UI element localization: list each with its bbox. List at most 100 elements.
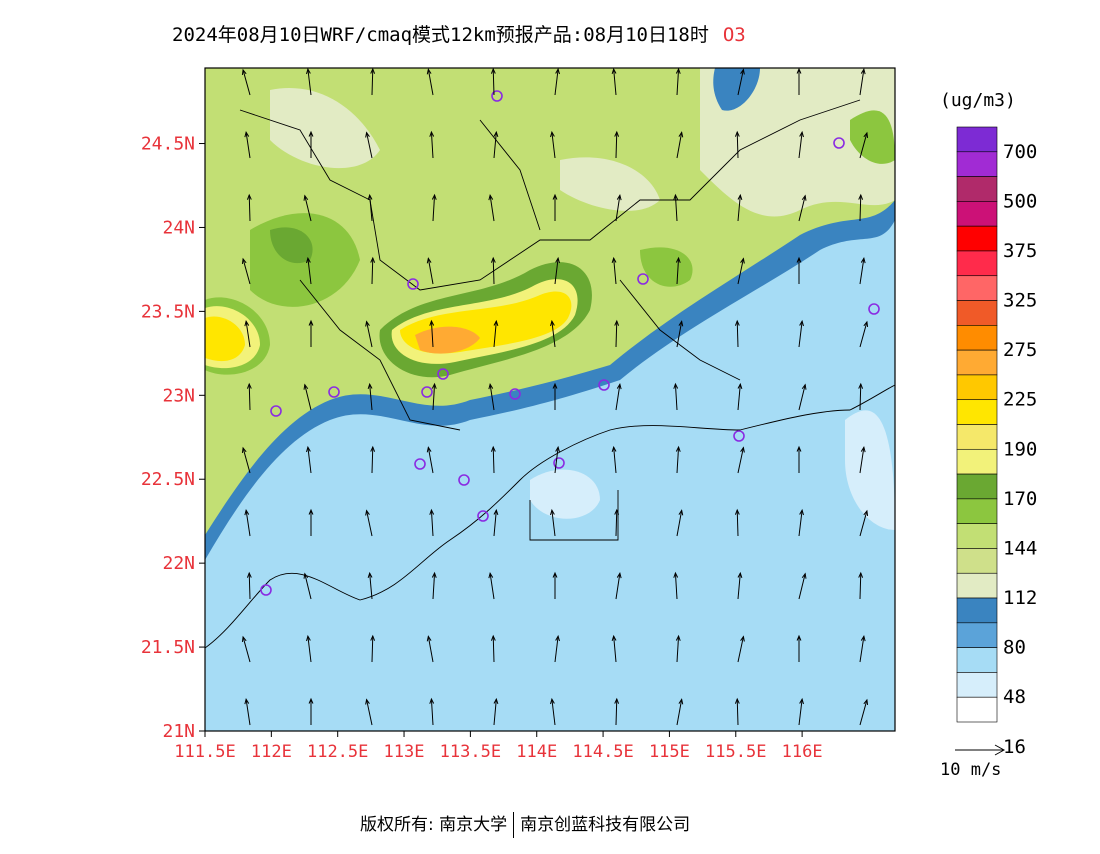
wind-arrow xyxy=(674,384,678,411)
wind-arrow-head xyxy=(796,445,802,452)
wind-arrow xyxy=(493,699,497,726)
latitude-axis: 24.5N 24N 23.5N 23N 22.5N 22N 21.5N 21N xyxy=(141,134,205,742)
wind-arrow xyxy=(242,447,251,474)
wind-arrow-head xyxy=(611,445,617,453)
wind-arrow-head xyxy=(611,67,617,75)
lon-tick-label: 112E xyxy=(251,742,292,762)
wind-arrow xyxy=(493,510,497,537)
wind-arrow-head xyxy=(799,697,804,705)
wind-arrow-head xyxy=(429,319,435,326)
wind-arrow xyxy=(427,636,434,663)
longitude-axis: 111.5E 112E 112.5E 113E 113.5E 114E 114.5E 115E… xyxy=(174,731,823,762)
station-marker xyxy=(437,368,449,380)
wind-arrow-head xyxy=(678,698,684,705)
colorbar-swatch xyxy=(956,622,998,648)
wind-arrow-head xyxy=(611,634,617,642)
wind-arrow xyxy=(242,69,251,96)
wind-arrow xyxy=(242,636,251,663)
wind-arrow-head xyxy=(550,697,555,705)
wind-arrow xyxy=(676,69,680,96)
station-marker xyxy=(833,137,845,149)
wind-arrow-head xyxy=(678,509,684,516)
wind-arrow-head xyxy=(614,508,620,515)
wind-reference-arrow xyxy=(955,744,1006,756)
wind-arrow xyxy=(369,384,373,411)
wind-arrow-head xyxy=(678,131,684,138)
wind-arrow-head xyxy=(614,130,620,137)
copyright-right: 南京创蓝科技有限公司 xyxy=(520,815,691,835)
wind-arrow xyxy=(798,573,806,600)
wind-arrow-head xyxy=(367,571,373,579)
wind-arrow-head xyxy=(306,445,311,453)
colorbar-swatch xyxy=(956,399,998,425)
colorbar-label: 275 xyxy=(1003,339,1037,361)
wind-arrow-head xyxy=(860,446,866,453)
wind-arrow xyxy=(554,69,559,96)
wind-arrow-head xyxy=(429,697,435,704)
wind-arrow-head xyxy=(799,130,804,138)
concentration-field xyxy=(205,68,895,731)
wind-arrow xyxy=(615,509,618,537)
colorbar-swatch xyxy=(956,473,998,500)
wind-arrow xyxy=(369,195,373,222)
lon-tick-label: 115.5E xyxy=(705,742,766,762)
wind-arrow-head xyxy=(614,319,620,326)
wind-arrow-head xyxy=(493,319,499,327)
wind-arrow-head xyxy=(678,320,684,327)
wind-vectors xyxy=(241,67,869,726)
wind-arrow xyxy=(859,383,862,411)
wind-arrow xyxy=(430,132,434,159)
wind-arrow-head xyxy=(555,634,560,642)
lat-tick-label: 21.5N xyxy=(141,637,195,658)
wind-arrow xyxy=(859,194,862,222)
map-frame xyxy=(204,67,896,732)
station-marker xyxy=(260,584,272,596)
colorbar-swatch xyxy=(956,176,998,202)
wind-arrow-head xyxy=(490,256,496,263)
wind-arrow-head xyxy=(431,193,437,200)
colorbar-label: 144 xyxy=(1003,537,1037,559)
wind-arrow xyxy=(427,447,434,474)
boundaries xyxy=(205,99,895,649)
colorbar-label: 112 xyxy=(1003,587,1037,609)
wind-arrow-head xyxy=(796,67,802,74)
station-marker xyxy=(477,510,489,522)
wind-arrow-head xyxy=(244,698,250,705)
station-marker xyxy=(491,90,503,102)
wind-arrow xyxy=(371,68,374,96)
colorbar-swatch xyxy=(956,548,998,574)
wind-arrow xyxy=(737,195,741,222)
wind-arrow xyxy=(245,321,251,348)
wind-arrow-head xyxy=(863,320,869,327)
colorbar-label: 170 xyxy=(1003,488,1037,510)
wind-arrow-head xyxy=(796,634,802,641)
wind-arrow xyxy=(859,699,868,726)
colorbar-swatch xyxy=(956,151,998,177)
station-marker xyxy=(458,474,470,486)
colorbar-swatch xyxy=(956,349,998,376)
wind-arrow-head xyxy=(673,382,679,389)
wind-arrow xyxy=(859,132,868,159)
wind-arrow-head xyxy=(246,571,252,578)
wind-arrow-head xyxy=(241,635,247,642)
wind-arrow-head xyxy=(308,508,314,515)
wind-arrow-head xyxy=(426,257,432,264)
wind-arrow xyxy=(674,573,678,600)
copyright-footer: 版权所有: 南京大学 南京创蓝科技有限公司 xyxy=(360,810,690,838)
wind-arrow-head xyxy=(801,194,807,201)
wind-arrow xyxy=(304,195,312,222)
wind-arrow-head xyxy=(858,571,864,578)
wind-arrow-head xyxy=(734,697,740,704)
colorbar-label: 325 xyxy=(1003,290,1037,312)
wind-arrow xyxy=(366,132,373,159)
map-title: 2024年08月10日WRF/cmaq模式12km预报产品:08月10日18时 O… xyxy=(172,20,746,50)
wind-arrow-head xyxy=(429,508,435,515)
wind-arrow-head xyxy=(550,319,555,327)
wind-arrow-head xyxy=(858,382,864,389)
wind-arrow xyxy=(492,635,495,663)
wind-arrow-head xyxy=(734,130,740,137)
station-marker xyxy=(637,273,649,285)
wind-arrow xyxy=(554,258,559,285)
wind-arrow-head xyxy=(552,571,558,578)
wind-arrow xyxy=(676,258,680,285)
